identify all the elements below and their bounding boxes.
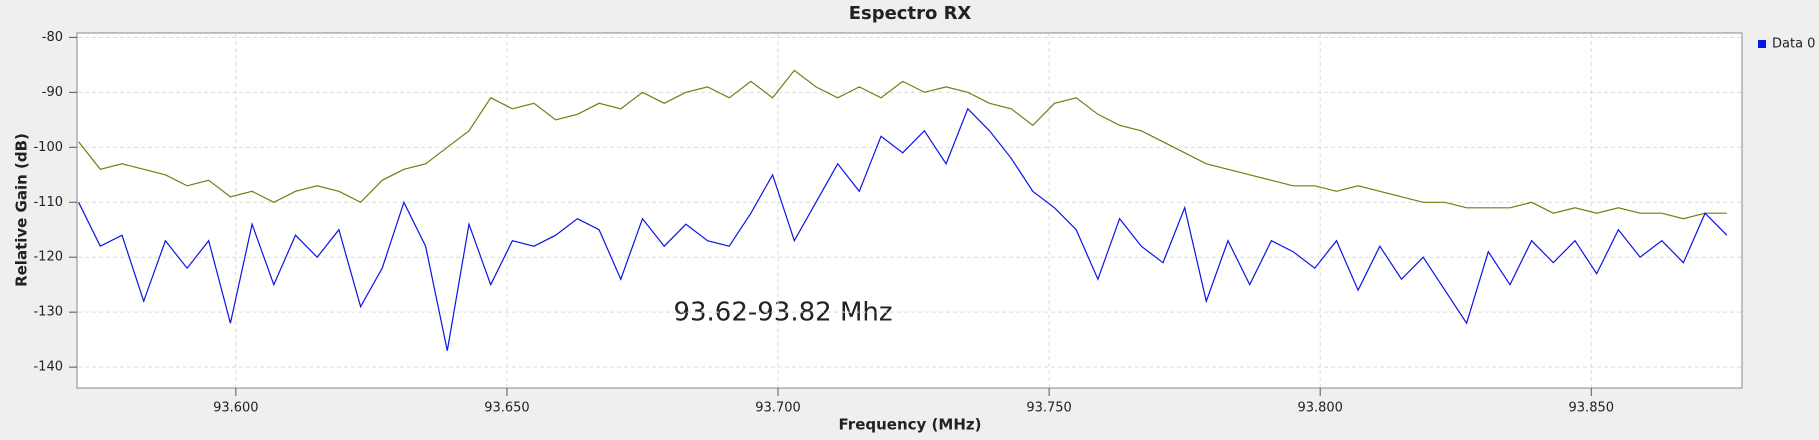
y-tick-label: -80 (42, 30, 63, 45)
y-tick-label: -120 (33, 250, 63, 265)
annotation: 93.62-93.82 Mhz (673, 298, 892, 328)
data-line (78, 69, 1727, 220)
y-tick-label: -110 (33, 195, 63, 210)
y-tick-label: -100 (33, 140, 63, 155)
x-tick-label: 93.850 (1569, 401, 1615, 416)
chart-title: Espectro RX (849, 3, 972, 24)
x-tick-label: 93.700 (755, 401, 801, 416)
x-tick-label: 93.750 (1026, 401, 1072, 416)
x-tick-label: 93.800 (1297, 401, 1343, 416)
legend-swatch (1758, 40, 1766, 48)
y-axis-label: Relative Gain (dB) (13, 133, 31, 287)
x-axis-label: Frequency (MHz) (839, 416, 982, 434)
y-tick-label: -90 (42, 85, 63, 100)
y-tick-label: -130 (33, 305, 63, 320)
plot-area (76, 32, 1743, 389)
x-tick-label: 93.600 (213, 401, 259, 416)
legend-label: Data 0 (1772, 37, 1815, 52)
data-line (78, 107, 1728, 351)
x-tick-label: 93.650 (484, 401, 530, 416)
y-tick-label: -140 (33, 360, 63, 375)
